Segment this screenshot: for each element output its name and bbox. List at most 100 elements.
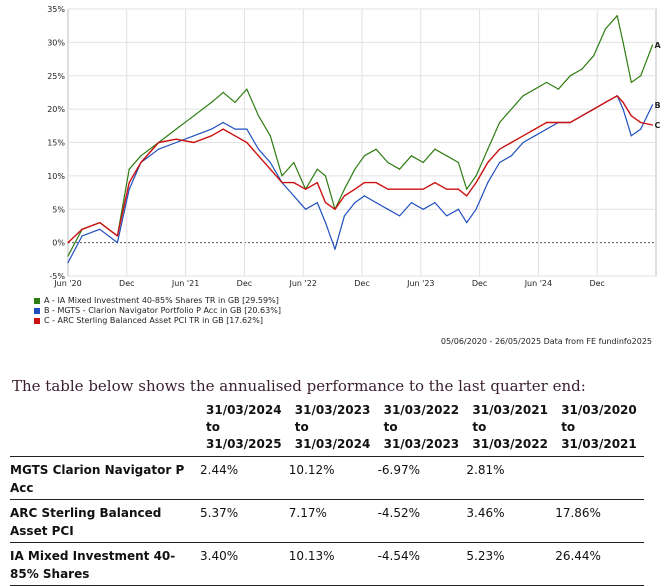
y-tick-label: 20% — [47, 105, 65, 114]
header-period-1-to: 31/03/2025 — [206, 437, 282, 451]
y-tick-label: 10% — [47, 172, 65, 181]
header-period-2-from: 31/03/2023 to — [294, 403, 371, 434]
series-point-b — [457, 208, 459, 210]
series-point-c — [67, 242, 69, 244]
series-point-b — [234, 128, 236, 130]
legend-label-b: B - MGTS - Clarion Navigator Portfolio P… — [44, 306, 281, 315]
y-tick-label: -5% — [49, 272, 65, 281]
table-row: IA Mixed Investment 40-85% Shares 3.40% … — [10, 542, 644, 586]
header-period-3-to: 31/03/2023 — [383, 437, 460, 451]
series-point-b — [375, 202, 377, 204]
series-point-a — [410, 155, 412, 157]
header-period-5-to: 31/03/2021 — [561, 437, 637, 451]
fund-name: IA Mixed Investment 40-85% Shares — [10, 549, 176, 581]
series-point-a — [466, 188, 468, 190]
series-point-a — [387, 161, 389, 164]
series-point-c — [475, 182, 477, 184]
series-point-a — [510, 108, 512, 110]
table-cell: 5.37% — [200, 506, 239, 520]
legend-item-b: B - MGTS - Clarion Navigator Portfolio P… — [34, 306, 281, 316]
series-point-a — [222, 91, 224, 93]
series-point-c — [234, 135, 236, 137]
series-point-c — [81, 228, 83, 230]
chart-grid — [67, 8, 657, 277]
series-point-b — [434, 202, 436, 204]
series-point-c — [246, 141, 248, 144]
header-period-1: 31/03/2024 to 31/03/2025 — [200, 402, 289, 457]
x-tick-label: Dec — [237, 279, 252, 288]
table-cell — [555, 457, 644, 500]
series-point-a — [499, 121, 501, 124]
series-point-c — [466, 195, 468, 197]
series-point-b — [343, 215, 345, 217]
series-point-c — [434, 182, 436, 184]
legend-swatch-c — [34, 318, 40, 324]
series-point-a — [257, 115, 260, 117]
series-point-c — [375, 182, 377, 184]
series-point-a — [67, 255, 69, 257]
y-tick-label: 15% — [47, 139, 65, 148]
series-point-c — [222, 128, 224, 130]
table-cell: 10.13% — [288, 549, 335, 563]
series-point-a — [246, 88, 248, 90]
series-point-c — [99, 222, 101, 224]
table-cell: 2.44% — [200, 463, 239, 477]
series-point-c — [422, 188, 424, 190]
table-header-row: 31/03/2024 to 31/03/2025 31/03/2023 to 31/… — [10, 402, 644, 457]
series-point-c — [175, 138, 177, 140]
series-point-b — [622, 108, 624, 110]
series-point-c — [616, 95, 618, 97]
x-tick-label: Jun '23 — [406, 279, 434, 288]
series-point-b — [293, 195, 295, 197]
table-cell: 3.40% — [200, 549, 239, 563]
series-point-c — [293, 182, 295, 184]
series-point-a — [546, 81, 548, 83]
series-point-c — [305, 188, 307, 190]
table-cell: 26.44% — [555, 549, 601, 563]
series-point-c — [140, 161, 142, 164]
table-cell: -6.97% — [377, 463, 421, 477]
x-tick-label: Jun '22 — [288, 279, 316, 288]
series-end-labels: A B C — [654, 41, 661, 130]
series-point-b — [522, 141, 524, 144]
y-tick-label: 30% — [47, 38, 65, 47]
series-point-c — [510, 141, 512, 144]
series-point-c — [257, 155, 260, 157]
series-point-c — [487, 161, 489, 164]
performance-chart: -5%0%5%10%15%20%25%30%35% Jun '20 Dec Jun … — [47, 5, 661, 288]
header-period-4-from: 31/03/2021 to — [472, 403, 548, 434]
header-period-5: 31/03/2020 to 31/03/2021 — [555, 402, 644, 457]
y-tick-label: 35% — [47, 5, 65, 14]
series-point-a — [399, 168, 401, 170]
series-point-a — [140, 155, 142, 157]
series-point-c — [651, 124, 654, 126]
series-point-a — [581, 68, 583, 70]
series-end-label-b: B — [654, 101, 660, 110]
table-row: MGTS Clarion Navigator P Acc 2.44% 10.12… — [10, 456, 644, 500]
series-point-b — [534, 135, 536, 137]
legend-item-a: A - IA Mixed Investment 40-85% Shares TR… — [34, 296, 281, 306]
series-point-a — [210, 101, 213, 103]
series-point-a — [128, 168, 130, 170]
series-point-b — [422, 208, 424, 210]
series-point-a — [522, 95, 524, 97]
table-cell: 7.17% — [288, 506, 327, 520]
table-cell: 2.81% — [466, 463, 505, 477]
legend-label-c: C - ARC Sterling Balanced Asset PCI TR i… — [44, 316, 263, 325]
legend-label-a: A - IA Mixed Investment 40-85% Shares TR… — [44, 296, 279, 305]
header-period-3: 31/03/2022 to 31/03/2023 — [378, 402, 467, 457]
header-period-5-from: 31/03/2020 to — [561, 403, 637, 434]
series-point-b — [116, 242, 118, 244]
series-point-b — [487, 182, 489, 184]
series-point-b — [257, 148, 260, 150]
series-end-label-a: A — [654, 41, 661, 50]
legend-item-c: C - ARC Sterling Balanced Asset PCI TR i… — [34, 316, 281, 326]
series-point-b — [354, 202, 356, 204]
x-tick-label: Jun '20 — [53, 279, 81, 288]
y-axis-ticks: -5% 0% 5% 10% 15% 20% 25% 30% 35% — [47, 5, 65, 281]
series-point-b — [324, 222, 327, 224]
x-tick-label: Dec — [589, 279, 604, 288]
series-point-a — [616, 15, 618, 17]
series-point-a — [375, 148, 377, 150]
chart-series — [67, 15, 654, 264]
